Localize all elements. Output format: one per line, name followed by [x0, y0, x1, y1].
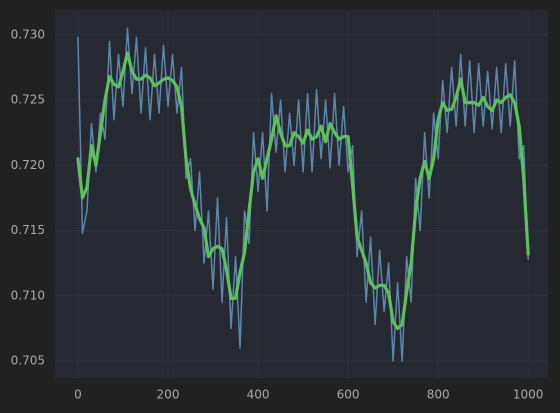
x-tick-label: 800	[427, 388, 450, 402]
x-tick-label: 0	[74, 388, 82, 402]
x-tick-label: 600	[337, 388, 360, 402]
plot-lines	[76, 27, 530, 362]
y-tick-label: 0.715	[11, 223, 45, 237]
plot-area	[55, 10, 548, 378]
x-tick-label: 1000	[513, 388, 544, 402]
x-tick-label: 200	[157, 388, 180, 402]
y-tick-label: 0.705	[11, 354, 45, 368]
y-tick-label: 0.710	[11, 288, 45, 302]
y-tick-label: 0.730	[11, 27, 45, 41]
y-tick-label: 0.725	[11, 93, 45, 107]
line-series	[77, 27, 529, 362]
x-tick-label: 400	[247, 388, 270, 402]
line-series	[76, 51, 530, 331]
y-tick-label: 0.720	[11, 158, 45, 172]
